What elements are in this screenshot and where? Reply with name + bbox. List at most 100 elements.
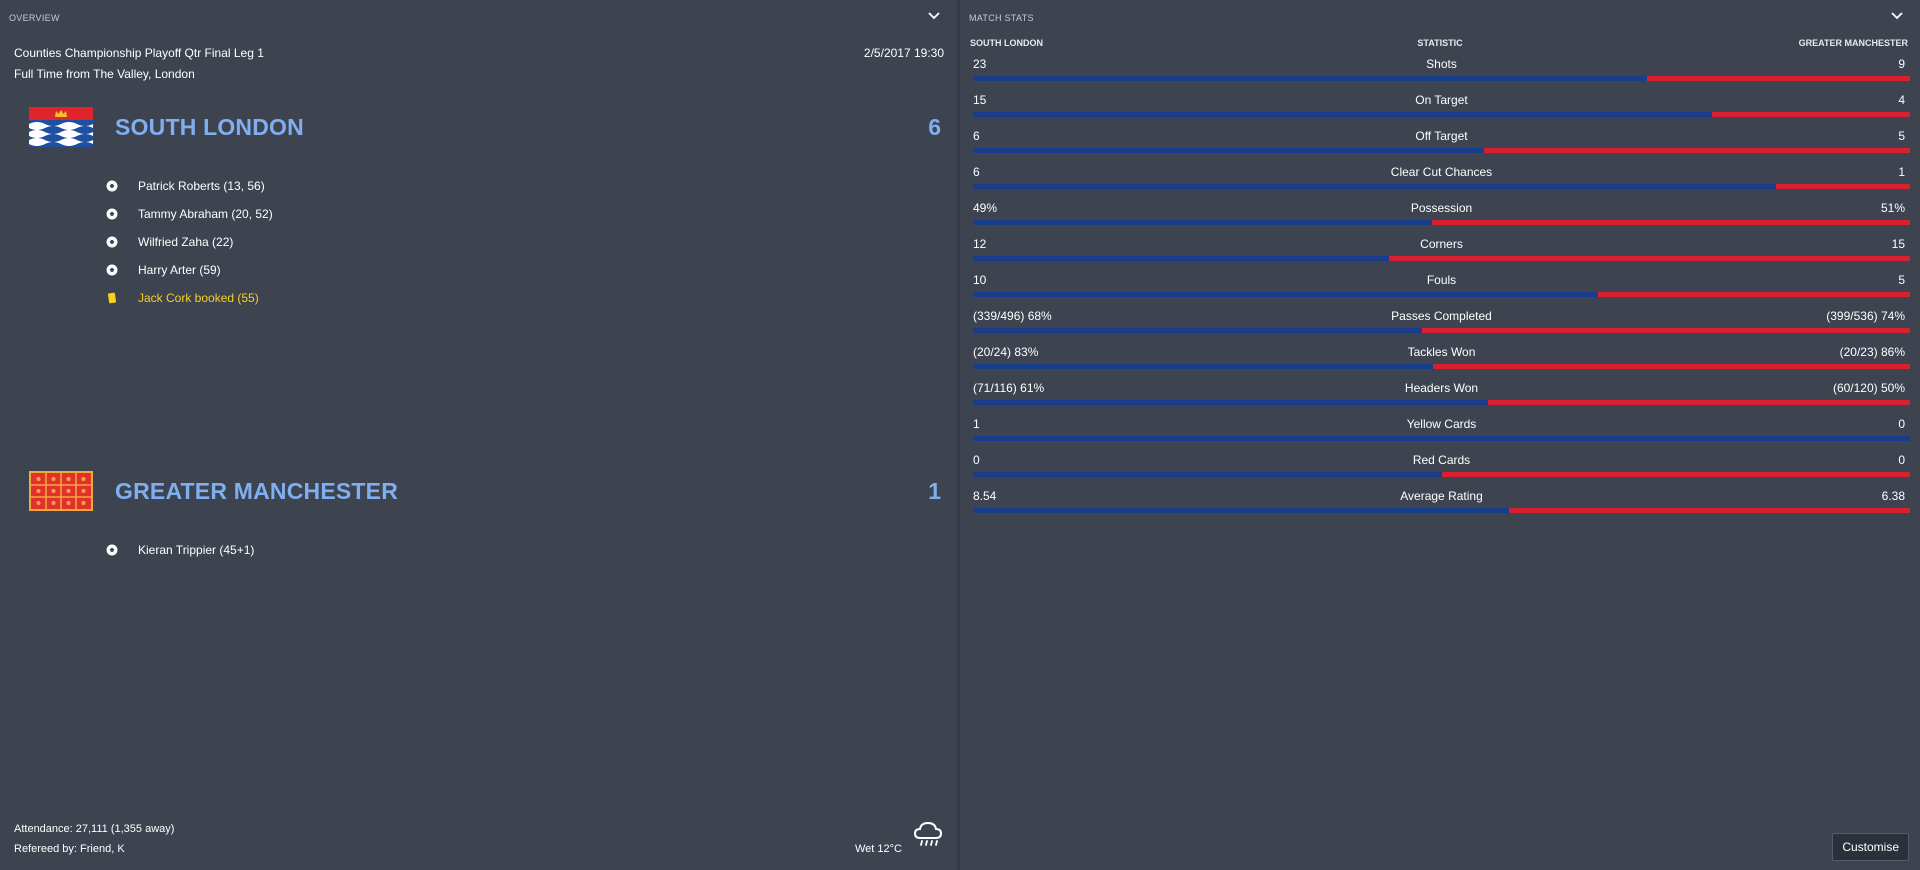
event-text: Tammy Abraham (20, 52) xyxy=(138,207,273,221)
stat-label: Off Target xyxy=(1415,129,1468,143)
table-row[interactable]: 6 Clear Cut Chances 1 xyxy=(973,160,1910,196)
stat-away-value: (60/120) 50% xyxy=(1832,381,1905,395)
football-icon xyxy=(105,235,119,249)
stat-label: Yellow Cards xyxy=(1406,417,1477,431)
stat-label: Passes Completed xyxy=(1391,309,1492,323)
table-row[interactable]: 6 Off Target 5 xyxy=(973,124,1910,160)
stat-away-value: 4 xyxy=(1898,93,1905,107)
table-row[interactable]: 15 On Target 4 xyxy=(973,88,1910,124)
stat-comparison-bar xyxy=(973,76,1910,81)
list-item[interactable]: Patrick Roberts (13, 56) xyxy=(105,172,273,200)
chevron-down-icon[interactable] xyxy=(926,9,942,23)
stat-comparison-bar xyxy=(973,436,1910,441)
stat-away-value: 5 xyxy=(1898,273,1905,287)
column-header-statistic: STATISTIC xyxy=(1417,38,1463,48)
rain-cloud-icon xyxy=(912,820,944,850)
stat-home-value: 1 xyxy=(973,417,980,431)
stat-home-value: 8.54 xyxy=(973,489,997,503)
table-row[interactable]: 49% Possession 51% xyxy=(973,196,1910,232)
stat-comparison-bar xyxy=(973,148,1910,153)
table-row[interactable]: (339/496) 68% Passes Completed (399/536) 7… xyxy=(973,304,1910,340)
south-london-flag-icon xyxy=(29,107,93,147)
stat-home-fill xyxy=(973,472,1442,477)
stat-comparison-bar xyxy=(973,508,1910,513)
customise-button[interactable]: Customise xyxy=(1832,833,1909,861)
table-row[interactable]: (20/24) 83% Tackles Won (20/23) 86% xyxy=(973,340,1910,376)
stat-away-value: 9 xyxy=(1898,57,1905,71)
stat-away-value: 0 xyxy=(1898,453,1905,467)
event-text: Wilfried Zaha (22) xyxy=(138,235,234,249)
stat-comparison-bar xyxy=(973,400,1910,405)
event-text: Kieran Trippier (45+1) xyxy=(138,543,255,557)
stat-home-value: 23 xyxy=(973,57,987,71)
home-team-score: 6 xyxy=(928,114,941,140)
stat-label: Clear Cut Chances xyxy=(1390,165,1493,179)
list-item[interactable]: Tammy Abraham (20, 52) xyxy=(105,200,273,228)
stat-home-value: 6 xyxy=(973,165,980,179)
stat-home-fill xyxy=(973,436,1910,441)
stat-home-value: 0 xyxy=(973,453,980,467)
competition-label: Counties Championship Playoff Qtr Final … xyxy=(14,46,264,60)
list-item[interactable]: Wilfried Zaha (22) xyxy=(105,228,273,256)
stat-home-fill xyxy=(973,292,1598,297)
table-row[interactable]: 23 Shots 9 xyxy=(973,52,1910,88)
stats-table: 23 Shots 9 15 On Target 4 6 Off Target 5 6 Clear C… xyxy=(973,52,1910,520)
stat-comparison-bar xyxy=(973,220,1910,225)
away-team-name[interactable]: GREATER MANCHESTER xyxy=(115,478,399,504)
table-row[interactable]: 12 Corners 15 xyxy=(973,232,1910,268)
match-stats-panel: MATCH STATS SOUTH LONDON STATISTIC GREAT… xyxy=(960,0,1920,870)
stat-label: Fouls xyxy=(1426,273,1457,287)
stat-home-value: (71/116) 61% xyxy=(973,381,1045,395)
table-row[interactable]: 1 Yellow Cards 0 xyxy=(973,412,1910,448)
greater-manchester-flag-icon xyxy=(29,471,93,511)
football-icon xyxy=(105,263,119,277)
weather-label: Wet 12°C xyxy=(855,843,902,855)
list-item[interactable]: Kieran Trippier (45+1) xyxy=(105,536,254,564)
list-item[interactable]: Jack Cork booked (55) xyxy=(105,284,273,312)
stat-comparison-bar xyxy=(973,256,1910,261)
table-row[interactable]: 8.54 Average Rating 6.38 xyxy=(973,484,1910,520)
football-icon xyxy=(105,179,119,193)
table-row[interactable]: 0 Red Cards 0 xyxy=(973,448,1910,484)
table-row[interactable]: 10 Fouls 5 xyxy=(973,268,1910,304)
stat-home-fill xyxy=(973,508,1509,513)
stat-away-value: 1 xyxy=(1898,165,1905,179)
panel-divider xyxy=(957,0,960,870)
stat-label: Tackles Won xyxy=(1407,345,1476,359)
venue-label: Full Time from The Valley, London xyxy=(14,67,195,81)
event-text: Patrick Roberts (13, 56) xyxy=(138,179,265,193)
stat-label: Average Rating xyxy=(1400,489,1483,503)
stat-comparison-bar xyxy=(973,472,1910,477)
event-text: Jack Cork booked (55) xyxy=(138,291,259,305)
football-icon xyxy=(105,543,119,557)
match-datetime: 2/5/2017 19:30 xyxy=(863,46,944,60)
column-header-away: GREATER MANCHESTER xyxy=(1798,38,1908,48)
chevron-down-icon[interactable] xyxy=(1889,9,1905,23)
stat-comparison-bar xyxy=(973,112,1910,117)
attendance-label: Attendance: 27,111 (1,355 away) xyxy=(14,823,175,835)
stat-label: Headers Won xyxy=(1404,381,1479,395)
stat-away-value: 51% xyxy=(1880,201,1905,215)
overview-panel: OVERVIEW Counties Championship Playoff Q… xyxy=(0,0,957,870)
stat-away-value: (399/536) 74% xyxy=(1826,309,1905,323)
stat-home-fill xyxy=(973,220,1433,225)
stat-home-fill xyxy=(973,148,1484,153)
stat-home-fill xyxy=(973,256,1390,261)
stat-home-fill xyxy=(973,76,1647,81)
stat-label: Corners xyxy=(1420,237,1463,251)
stat-away-value: 6.38 xyxy=(1881,489,1905,503)
stat-home-fill xyxy=(973,184,1776,189)
home-team-name[interactable]: SOUTH LONDON xyxy=(115,114,304,140)
stat-label: On Target xyxy=(1415,93,1468,107)
stat-comparison-bar xyxy=(973,184,1910,189)
stat-home-value: 15 xyxy=(973,93,987,107)
stat-home-value: 12 xyxy=(973,237,987,251)
stat-home-value: 6 xyxy=(973,129,980,143)
home-events-list: Patrick Roberts (13, 56) Tammy Abraham (… xyxy=(105,172,273,312)
away-team-score: 1 xyxy=(928,478,941,504)
overview-header: OVERVIEW xyxy=(0,0,957,34)
list-item[interactable]: Harry Arter (59) xyxy=(105,256,273,284)
table-row[interactable]: (71/116) 61% Headers Won (60/120) 50% xyxy=(973,376,1910,412)
stat-home-value: (339/496) 68% xyxy=(973,309,1052,323)
stat-comparison-bar xyxy=(973,364,1910,369)
